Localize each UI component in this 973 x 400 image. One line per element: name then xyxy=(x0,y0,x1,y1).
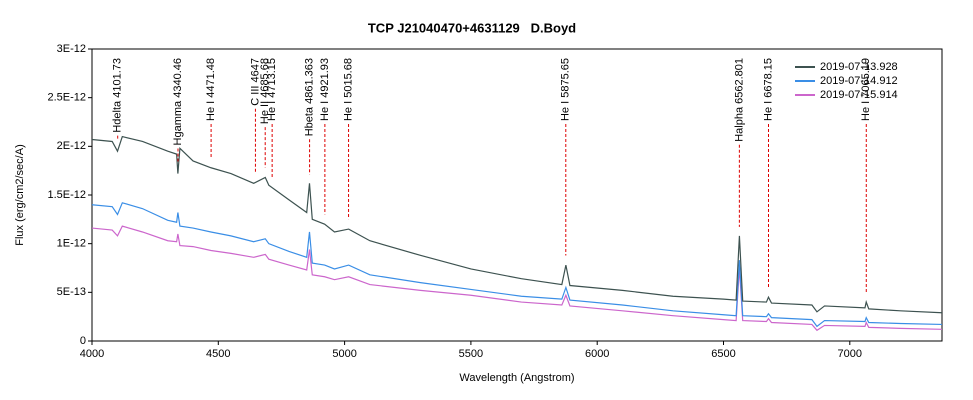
legend-label: 2019-07-14.912 xyxy=(820,75,898,87)
x-tick-label: 4500 xyxy=(206,348,230,360)
spectrum-line xyxy=(91,202,943,328)
y-axis-label: Flux (erg/cm2/sec/A) xyxy=(14,144,26,245)
x-axis-label: Wavelength (Angstrom) xyxy=(459,372,574,384)
y-tick-label: 0 xyxy=(80,335,86,347)
line-label: Halpha 6562.801 xyxy=(733,58,745,142)
spectrum-line xyxy=(91,135,943,314)
line-label: He I 4713.15 xyxy=(266,58,278,121)
x-tick-label: 6500 xyxy=(711,348,735,360)
line-label: He I 4471.48 xyxy=(205,58,217,121)
legend-label: 2019-07-13.928 xyxy=(820,61,898,73)
y-tick-label: 2E-12 xyxy=(57,140,86,152)
spectrum-line xyxy=(91,225,943,332)
y-tick-label: 1E-12 xyxy=(57,238,86,250)
y-tick-label: 5E-13 xyxy=(57,286,86,298)
line-label: He I 5875.65 xyxy=(560,58,572,121)
line-label: He I 4921.93 xyxy=(319,58,331,121)
y-tick-label: 3E-12 xyxy=(57,43,86,55)
line-label: Hgamma 4340.46 xyxy=(172,58,184,145)
x-tick-label: 7000 xyxy=(838,348,862,360)
x-tick-label: 4000 xyxy=(80,348,104,360)
y-tick-label: 1.5E-12 xyxy=(47,189,86,201)
x-tick-label: 5000 xyxy=(332,348,356,360)
chart-title: TCP J21040470+4631129 D.Boyd xyxy=(368,20,576,35)
line-label: C III 4647 xyxy=(249,58,261,106)
legend-label: 2019-07-15.914 xyxy=(820,89,898,101)
line-label: He I 6678.15 xyxy=(762,58,774,121)
line-label: Hdelta 4101.73 xyxy=(112,58,124,133)
y-tick-label: 2.5E-12 xyxy=(47,92,86,104)
line-label: He II 4685.68 xyxy=(259,58,271,124)
line-label: He I 5015.68 xyxy=(342,58,354,121)
x-tick-label: 5500 xyxy=(459,348,483,360)
line-label: Hbeta 4861.363 xyxy=(303,58,315,136)
line-label: He I 7065.19 xyxy=(860,58,872,121)
x-tick-label: 6000 xyxy=(585,348,609,360)
